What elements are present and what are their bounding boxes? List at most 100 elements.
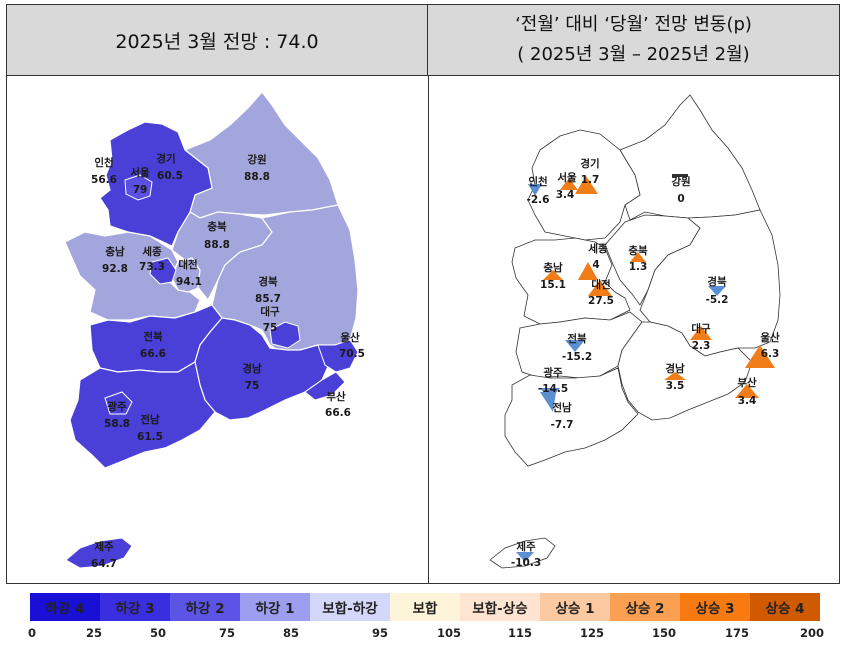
- region-jeonnam: [69, 361, 216, 469]
- legend-tick: 75: [218, 626, 236, 640]
- legend-tick: 125: [579, 626, 605, 640]
- label-gwangju-name: 광주: [107, 401, 127, 413]
- legend-tick: 50: [149, 626, 167, 640]
- legend-item: 하강 3: [100, 593, 170, 621]
- left-header: 2025년 3월 전망 : 74.0: [7, 5, 428, 76]
- label-jeju-name: 제주: [94, 540, 114, 553]
- marker-gyeongbuk: [708, 286, 726, 296]
- marker-incheon: [528, 184, 542, 196]
- label-gyeongnam-name: 경남: [242, 362, 262, 375]
- label-jeonbuk-value: 66.6: [140, 348, 166, 360]
- legend-tick: 150: [651, 626, 677, 640]
- rlabel-jeju-value: -10.3: [511, 557, 541, 569]
- label-chungbuk-name: 충북: [207, 220, 227, 233]
- label-jeonnam-value: 61.5: [137, 431, 163, 443]
- legend-label: 하강 1: [255, 601, 295, 617]
- left-map-labels: 인천 56.6 경기 60.5 서울 79 강원 88.8 충북 88.8 충남…: [91, 152, 365, 570]
- region-gwangju: [104, 391, 133, 415]
- label-gyeongnam-value: 75: [245, 380, 260, 392]
- label-chungbuk-value: 88.8: [204, 239, 230, 251]
- legend-item: 하강 1: [240, 593, 310, 621]
- marker-ulsan: [745, 345, 775, 368]
- rlabel-gangwon-value: 0: [677, 193, 684, 205]
- marker-sejong: [578, 262, 598, 280]
- rlabel-gyeongbuk-name: 경북: [707, 275, 727, 288]
- marker-seoul: [560, 178, 578, 190]
- label-incheon-name: 인천: [94, 156, 113, 169]
- legend-item: 보합: [390, 593, 460, 621]
- rlabel-ulsan-name: 울산: [760, 331, 780, 344]
- legend-item: 상승 4: [750, 593, 820, 621]
- right-region-chungnam: [511, 237, 631, 325]
- region-seoul: [124, 174, 153, 201]
- rlabel-busan-value: 3.4: [738, 395, 757, 407]
- rlabel-incheon-value: -2.6: [527, 194, 550, 206]
- marker-jeonbuk: [565, 340, 585, 352]
- marker-chungnam: [543, 270, 563, 280]
- right-region-gangwon: [619, 94, 761, 221]
- rlabel-gwangju-name: 광주: [543, 367, 563, 379]
- legend-item: 보합-상승: [460, 593, 540, 621]
- region-ulsan: [317, 339, 359, 373]
- label-seoul-name: 서울: [130, 166, 150, 179]
- legend-label: 하강 2: [185, 601, 225, 617]
- legend-label: 보합-하강: [322, 601, 378, 617]
- legend-item: 상승 1: [540, 593, 610, 621]
- marker-jeonnam: [540, 392, 556, 412]
- region-daegu: [269, 321, 301, 349]
- right-map-title-line1: ‘전월’ 대비 ‘당월’ 전망 변동(p): [515, 14, 752, 35]
- map-panel-frame: 2025년 3월 전망 : 74.0 ‘전월’ 대비 ‘당월’ 전망 변동(p)…: [6, 4, 840, 584]
- legend-tick: 175: [724, 626, 750, 640]
- right-region-gyeongnam: [617, 321, 753, 421]
- label-jeonbuk-name: 전북: [143, 330, 163, 343]
- legend-tick: 0: [27, 626, 37, 640]
- rlabel-gyeonggi-name: 경기: [580, 157, 599, 170]
- label-daejeon-name: 대전: [178, 258, 197, 271]
- rlabel-daejeon-value: 27.5: [588, 295, 614, 307]
- rlabel-chungnam-name: 충남: [543, 261, 563, 274]
- right-map-title-line2: ( 2025년 3월 – 2025년 2월): [517, 44, 750, 65]
- rlabel-gyeonggi-value: 1.7: [581, 174, 600, 186]
- label-busan-name: 부산: [326, 390, 346, 403]
- legend-item: 상승 2: [610, 593, 680, 621]
- label-jeonnam-name: 전남: [140, 413, 160, 426]
- legend-ticks: 0 25 50 75 85 95 105 115 125 150 175 200: [0, 626, 850, 646]
- marker-gyeonggi: [575, 176, 598, 194]
- legend-tick: 105: [436, 626, 462, 640]
- rlabel-chungnam-value: 15.1: [540, 279, 566, 291]
- legend-tick: 95: [371, 626, 389, 640]
- legend-label: 보합-상승: [472, 601, 528, 617]
- label-sejong-name: 세종: [142, 245, 162, 258]
- legend-label: 상승 1: [555, 601, 595, 617]
- label-gangwon-value: 88.8: [244, 171, 270, 183]
- legend-bar: 하강 4 하강 3 하강 2 하강 1 보합-하강 보합 보합-상승 상승 1 …: [30, 593, 820, 621]
- right-map: [489, 94, 781, 569]
- rlabel-gyeongnam-value: 3.5: [666, 380, 685, 392]
- label-gyeonggi-name: 경기: [156, 152, 175, 165]
- label-daegu-name: 대구: [260, 305, 280, 318]
- label-gwangju-value: 58.8: [104, 418, 130, 430]
- rlabel-jeonbuk-name: 전북: [567, 332, 587, 345]
- label-jeju-value: 64.7: [91, 558, 117, 570]
- label-daejeon-value: 94.1: [176, 276, 202, 288]
- rlabel-busan-name: 부산: [737, 376, 757, 389]
- left-map: [64, 91, 359, 569]
- legend-tick: 25: [85, 626, 103, 640]
- legend-label: 하강 4: [45, 601, 85, 617]
- legend-label: 보합: [412, 601, 438, 617]
- marker-busan: [735, 384, 759, 398]
- right-map-labels: 인천 -2.6 서울 3.4 경기 1.7 강원 0 세종 4 충북 1.3 충…: [511, 157, 780, 569]
- legend-item: 하강 4: [30, 593, 100, 621]
- label-incheon-value: 56.6: [91, 174, 117, 186]
- marker-jeju: [516, 552, 534, 562]
- rlabel-chungbuk-value: 1.3: [629, 261, 648, 273]
- rlabel-gyeongbuk-value: -5.2: [706, 294, 729, 306]
- marker-gangwon: [672, 174, 688, 177]
- legend-item: 보합-하강: [310, 593, 390, 621]
- marker-daejeon: [588, 280, 612, 296]
- right-region-jeonnam: [504, 367, 639, 467]
- label-gangwon-name: 강원: [247, 153, 266, 166]
- legend-label: 하강 3: [115, 601, 155, 617]
- left-map-title: 2025년 3월 전망 : 74.0: [115, 30, 319, 53]
